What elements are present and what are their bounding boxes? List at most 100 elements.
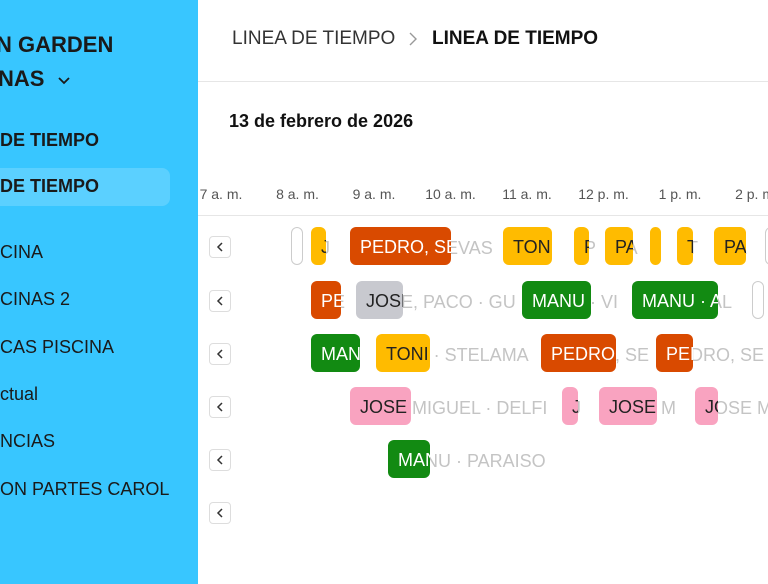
event-label: JOSE MIGUEL · DELFI [360, 397, 411, 417]
event-box: MANU · VI [522, 281, 591, 319]
event[interactable]: JJ [562, 387, 581, 427]
hour-label: 8 a. m. [276, 186, 319, 202]
collapse-button[interactable] [209, 502, 231, 524]
nav-item[interactable]: ON PARTES CAROL [0, 479, 170, 499]
chevron-icon [216, 296, 223, 306]
org-title[interactable]: NAS [0, 66, 71, 92]
event-overflow-label: MANU · PARAISO [398, 451, 546, 471]
sidebar: N GARDEN NAS DE TIEMPO DE TIEMPO CINA CINA… [0, 0, 198, 584]
event-label: J [572, 397, 578, 417]
collapse-button[interactable] [209, 396, 231, 418]
org-title-text: NAS [0, 66, 45, 91]
event-box: PEDRO, SE [541, 334, 616, 372]
event-box: MANU · PARAISO [388, 440, 430, 478]
event-label: PA [724, 237, 746, 257]
event-box: J [311, 227, 326, 265]
collapse-button[interactable] [209, 343, 231, 365]
event-label: PE [321, 291, 341, 311]
hour-label: 12 p. m. [578, 186, 629, 202]
breadcrumb-current: LINEA DE TIEMPO [432, 28, 599, 49]
event-label: MANU · AL [642, 291, 718, 311]
event-label: TON [513, 237, 551, 257]
chevron-icon [216, 402, 223, 412]
org-title: N GARDEN [0, 32, 114, 57]
breadcrumb-separator [409, 32, 417, 46]
hour-label: 2 p. m. [735, 186, 768, 202]
event-label: PEDRO, SE [551, 344, 616, 364]
hour-label: 10 a. m. [425, 186, 476, 202]
event-box: JOSE M [599, 387, 657, 425]
hour-label: 7 a. m. [199, 186, 243, 202]
event-label: MAN [321, 344, 360, 364]
event-label: P [584, 237, 589, 258]
event-box: JOSE MIGUEL · DELFI [350, 387, 411, 425]
event[interactable]: TONTON [503, 227, 552, 267]
collapse-button[interactable] [209, 236, 231, 258]
nav-item[interactable]: ctual [0, 384, 39, 404]
hour-label: 9 a. m. [352, 186, 396, 202]
nav-item[interactable]: CAS PISCINA [0, 337, 115, 357]
hour-label: 11 a. m. [502, 186, 552, 202]
event[interactable] [752, 281, 764, 321]
event[interactable] [291, 227, 303, 267]
event[interactable] [650, 227, 661, 267]
event-box: PEDRO, SE [656, 334, 693, 372]
nav-item[interactable]: NCIAS [0, 431, 56, 451]
chevron-icon [216, 242, 223, 252]
event-label: J [321, 237, 326, 257]
event[interactable]: MANMAN [311, 334, 361, 374]
event-label: PEDRO, SE [666, 344, 693, 364]
event-box: MANU · AL [632, 281, 718, 319]
event[interactable] [765, 227, 768, 267]
chevron-icon [216, 349, 223, 359]
dropdown-icon [57, 77, 70, 85]
event-box: JOSE, PACO · GU [356, 281, 403, 319]
event-overflow-label: JOSE M [705, 398, 768, 418]
collapse-button[interactable] [209, 449, 231, 471]
event-box: MAN [311, 334, 360, 372]
event-box [291, 227, 303, 265]
event-box: PA [714, 227, 746, 265]
event[interactable]: PAPA [714, 227, 747, 267]
event-label: PEDRO, SEVAS [360, 237, 451, 257]
event[interactable]: TT [677, 227, 698, 267]
event-box [752, 281, 764, 319]
nav-item[interactable]: CINA [0, 242, 44, 262]
nav-item[interactable]: DE TIEMPO [0, 176, 100, 196]
nav-item[interactable]: CINAS 2 [0, 289, 71, 309]
event-label: T [687, 237, 693, 257]
event-box: TONI · STELAMA [376, 334, 430, 372]
date-heading: 13 de febrero de 2026 [229, 111, 414, 131]
event-box: PEDRO, SEVAS [350, 227, 451, 265]
event[interactable]: JOSE, PACO · GUJOSE, PACO · GU [356, 281, 516, 321]
breadcrumb-link[interactable]: LINEA DE TIEMPO [232, 28, 396, 49]
event[interactable]: PEPE [311, 281, 345, 321]
event-box: P [574, 227, 589, 265]
collapse-button[interactable] [209, 290, 231, 312]
event[interactable]: PP [574, 227, 596, 267]
event-box: J [562, 387, 578, 425]
selected-item-bg [0, 168, 170, 206]
chevron-icon [216, 455, 223, 465]
event-label: MANU · VI [532, 291, 591, 311]
event[interactable]: JJ [311, 227, 330, 267]
event-box: PE [311, 281, 341, 319]
event[interactable]: MANU · PARAISOMANU · PARAISO [388, 440, 546, 480]
event-label: JOSE M [705, 397, 718, 417]
event[interactable]: PAPA [605, 227, 638, 267]
hour-label: 1 p. m. [658, 186, 702, 202]
chevron-icon [216, 508, 223, 518]
event-overflow-label: JOSE, PACO · GU [366, 292, 516, 312]
event-box: TON [503, 227, 552, 265]
